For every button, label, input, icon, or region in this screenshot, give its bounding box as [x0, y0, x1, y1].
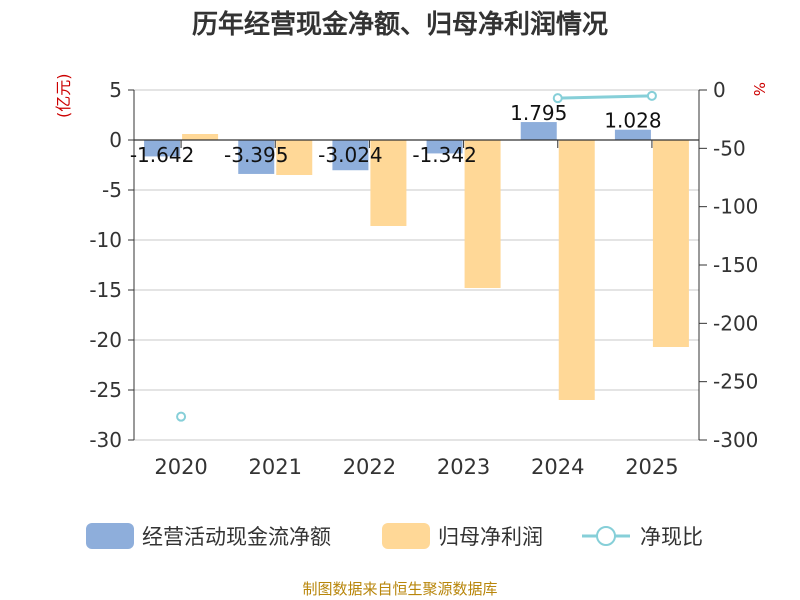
ratio-point — [552, 93, 563, 104]
legend-swatch-ratio-marker — [596, 526, 616, 546]
right-axis-tick-label: -50 — [713, 136, 746, 160]
bar-cashflow — [144, 140, 181, 157]
bar-net-profit — [558, 140, 595, 400]
ratio-line-segment — [557, 94, 652, 100]
cashflow-data-label: -1.342 — [412, 143, 476, 167]
left-axis-tick-label: -30 — [89, 428, 122, 452]
bar-cashflow — [614, 129, 651, 140]
right-axis-tick-label: 0 — [713, 78, 726, 102]
left-axis-tick-label: -25 — [89, 378, 122, 402]
bar-cashflow — [238, 140, 275, 174]
x-axis-tick-label: 2022 — [343, 455, 396, 479]
cashflow-data-label: -1.642 — [130, 143, 194, 167]
bar-net-profit — [652, 140, 689, 347]
ratio-point — [176, 411, 187, 422]
right-axis-tick-label: -250 — [713, 370, 758, 394]
ratio-point — [646, 90, 657, 101]
right-axis-tick-label: -150 — [713, 253, 758, 277]
bar-net-profit — [182, 134, 219, 140]
bar-cashflow — [426, 140, 463, 154]
left-axis-tick-label: 0 — [109, 128, 122, 152]
left-axis-tick-label: -15 — [89, 278, 122, 302]
data-source-note: 制图数据来自恒生聚源数据库 — [302, 580, 498, 598]
x-axis-tick-label: 2023 — [437, 455, 490, 479]
left-axis-tick-label: -5 — [102, 178, 122, 202]
legend-label-net-profit: 归母净利润 — [438, 525, 543, 549]
x-axis-tick-label: 2021 — [249, 455, 302, 479]
x-axis-tick-label: 2020 — [154, 455, 207, 479]
cashflow-data-label: -3.024 — [318, 143, 382, 167]
bar-net-profit — [464, 140, 501, 288]
left-axis-tick-label: -10 — [89, 228, 122, 252]
legend-label-cashflow: 经营活动现金流净额 — [142, 525, 331, 549]
legend-label-ratio: 净现比 — [640, 525, 703, 549]
bar-cashflow — [520, 122, 557, 140]
x-axis-tick-label: 2024 — [531, 455, 584, 479]
legend-swatch-net-profit — [382, 523, 430, 549]
cashflow-data-label: 1.795 — [510, 101, 567, 125]
right-axis-tick-label: -100 — [713, 195, 758, 219]
x-axis-tick-label: 2025 — [625, 455, 678, 479]
cashflow-data-label: -3.395 — [224, 143, 288, 167]
left-axis-tick-label: 5 — [109, 78, 122, 102]
left-axis-tick-label: -20 — [89, 328, 122, 352]
chart-title: 历年经营现金净额、归母净利润情况 — [191, 10, 608, 40]
legend-swatch-cashflow — [86, 523, 134, 549]
bar-net-profit — [276, 140, 313, 175]
bar-net-profit — [370, 140, 407, 226]
right-axis-tick-label: -200 — [713, 311, 758, 335]
cashflow-data-label: 1.028 — [604, 109, 661, 133]
bar-cashflow — [332, 140, 369, 171]
right-axis-tick-label: -300 — [713, 428, 758, 452]
